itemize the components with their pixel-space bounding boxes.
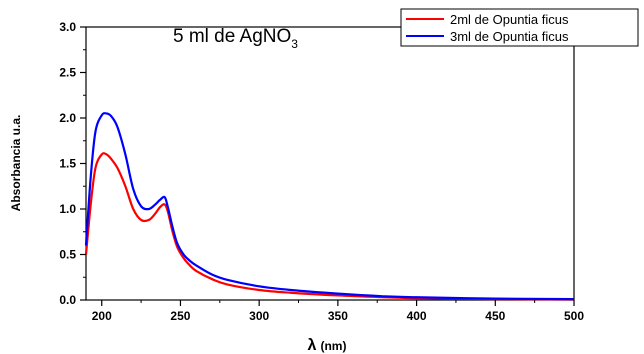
series-line-1: [84, 152, 575, 301]
y-axis-title: Absorbancia u.a.: [9, 115, 23, 212]
y-tick-label: 1.5: [59, 157, 76, 171]
y-tick-label: 3.0: [59, 20, 76, 34]
legend-label-series-1: 2ml de Opuntia ficus: [450, 12, 569, 27]
x-tick-label: 450: [485, 309, 505, 323]
x-tick-label: 250: [170, 309, 190, 323]
plot-area: 0.0 0.5 1.0 1.5 2.0 2.5 3.0 200 250 300 350 400 450…: [59, 20, 584, 323]
y-tick-label: 2.5: [59, 66, 76, 80]
y-tick-label: 0.0: [59, 293, 76, 307]
plot-frame: [85, 26, 575, 301]
x-tick-label: 400: [407, 309, 427, 323]
x-axis: 200 250 300 350 400 450 500: [92, 300, 584, 323]
x-tick-label: 350: [328, 309, 348, 323]
x-tick-label: 200: [92, 309, 112, 323]
y-axis: 0.0 0.5 1.0 1.5 2.0 2.5 3.0: [59, 20, 86, 307]
legend: 2ml de Opuntia ficus 3ml de Opuntia ficu…: [400, 8, 639, 47]
legend-box: [400, 8, 639, 47]
y-tick-label: 0.5: [59, 248, 76, 262]
series-layer: [84, 112, 575, 301]
x-tick-label: 500: [564, 309, 584, 323]
series-line-2: [84, 112, 575, 301]
y-tick-label: 2.0: [59, 111, 76, 125]
x-axis-title: λ (nm): [308, 337, 347, 354]
legend-label-series-2: 3ml de Opuntia ficus: [450, 29, 569, 44]
chart-title: 5 ml de AgNO3: [173, 26, 298, 51]
x-tick-label: 300: [249, 309, 269, 323]
y-tick-label: 1.0: [59, 202, 76, 216]
